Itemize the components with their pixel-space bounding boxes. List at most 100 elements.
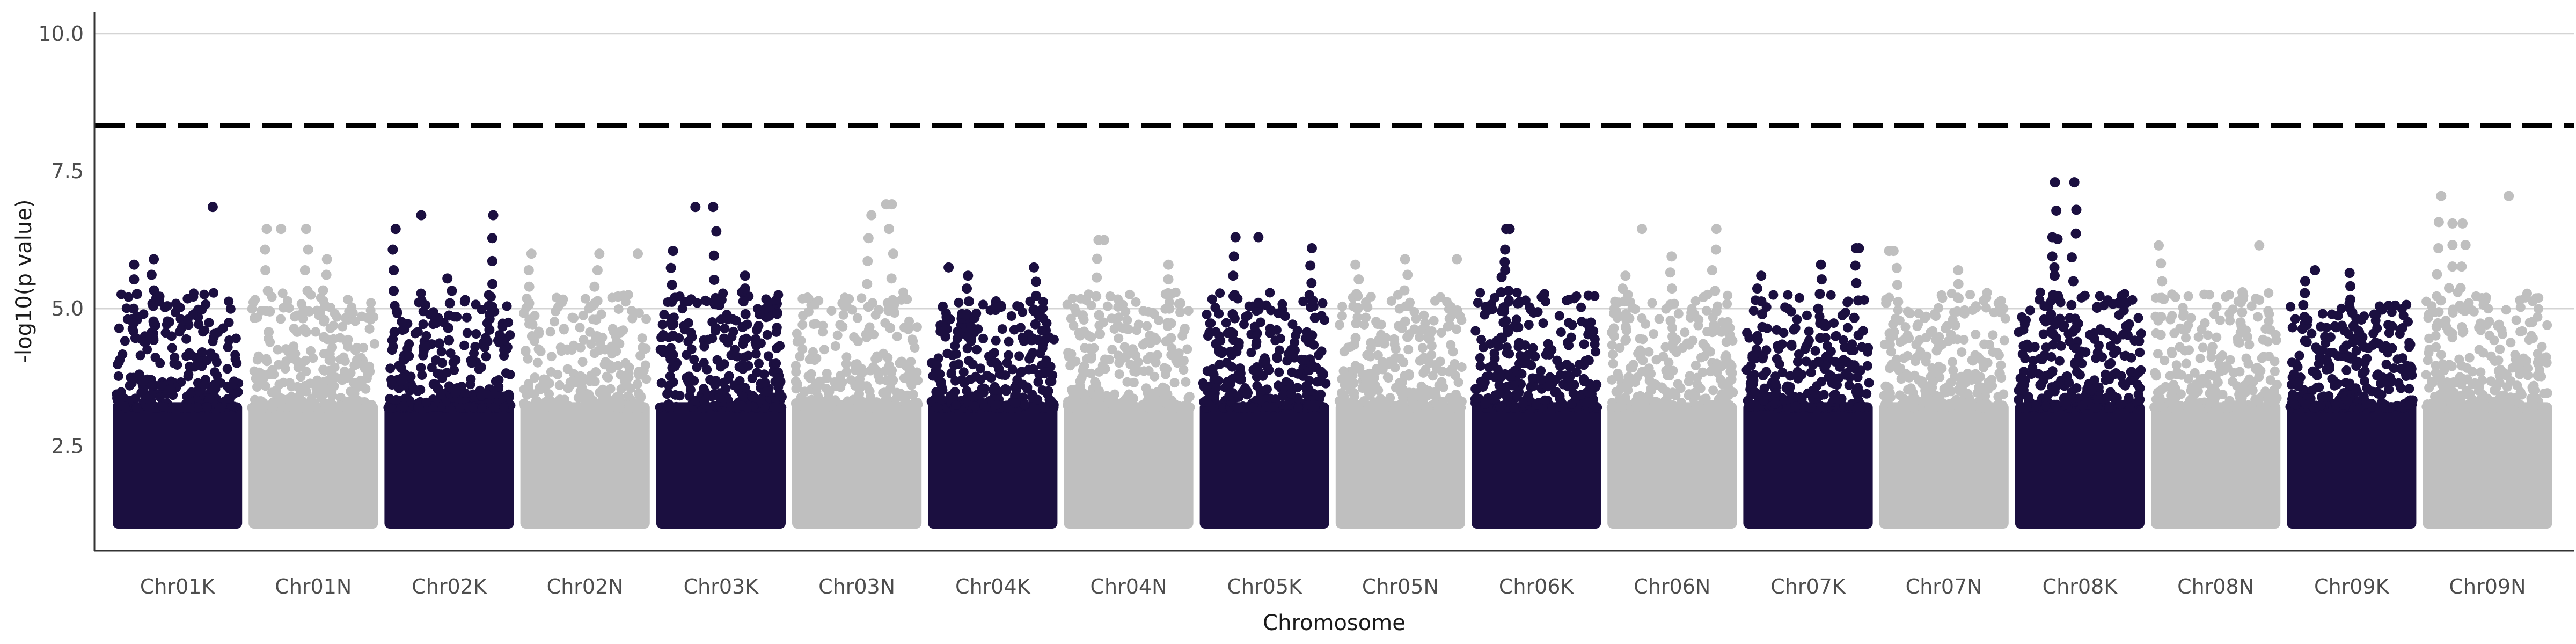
data-point <box>321 254 332 265</box>
data-point <box>2524 318 2535 328</box>
data-point <box>387 244 398 255</box>
data-point <box>156 380 166 391</box>
data-point <box>1046 396 1056 406</box>
data-point <box>848 394 859 405</box>
data-point <box>990 302 1000 312</box>
data-point <box>301 367 311 377</box>
data-point <box>1309 340 1319 350</box>
data-point <box>1215 288 1225 298</box>
data-point <box>1367 370 1377 380</box>
data-point <box>1426 341 1437 351</box>
data-point <box>2047 366 2058 376</box>
data-point <box>1027 333 1038 344</box>
data-point <box>1815 318 1826 329</box>
data-point <box>400 324 410 334</box>
data-point <box>121 303 131 313</box>
data-point <box>627 313 638 324</box>
data-point <box>1293 393 1303 403</box>
data-point <box>442 368 452 378</box>
data-point <box>1037 343 1048 353</box>
data-point <box>1890 313 1901 324</box>
data-point <box>2468 367 2478 377</box>
data-point <box>1926 327 1936 338</box>
data-point <box>886 273 897 284</box>
data-point <box>751 349 761 359</box>
data-point <box>1174 348 1184 358</box>
data-point <box>1489 292 1499 303</box>
data-point <box>540 397 551 407</box>
data-point <box>1670 402 1680 413</box>
data-point <box>319 349 329 359</box>
data-point <box>1993 399 2003 409</box>
data-point <box>1684 389 1694 399</box>
data-point <box>1228 328 1239 339</box>
data-point <box>272 389 282 399</box>
data-point <box>1395 353 1405 363</box>
data-point <box>928 371 938 381</box>
data-point <box>2383 348 2393 358</box>
data-point <box>545 327 555 337</box>
data-point <box>383 402 393 413</box>
data-point <box>484 290 494 300</box>
data-point <box>1723 317 1733 327</box>
data-point <box>174 327 185 337</box>
data-point <box>2294 377 2304 387</box>
data-point <box>1496 287 1506 297</box>
data-point <box>214 402 224 413</box>
data-point <box>2258 352 2268 362</box>
data-point <box>2287 323 2297 333</box>
data-point <box>2495 344 2505 354</box>
data-point <box>1094 310 1104 320</box>
data-point <box>2048 340 2058 350</box>
data-point <box>636 402 647 413</box>
data-point <box>1843 296 1853 306</box>
data-point <box>1950 320 1960 331</box>
data-point <box>913 399 923 409</box>
data-point <box>1707 265 1717 276</box>
data-point <box>416 210 427 221</box>
data-point <box>2476 367 2486 377</box>
data-point <box>1292 383 1302 393</box>
data-point <box>840 292 850 303</box>
data-point <box>1119 342 1130 352</box>
data-point <box>318 285 328 296</box>
data-point <box>1138 340 1148 350</box>
data-point <box>421 331 431 341</box>
data-point <box>319 332 330 342</box>
data-point <box>585 376 595 386</box>
data-point <box>2448 402 2458 413</box>
data-point <box>743 361 753 371</box>
data-point <box>2294 350 2304 361</box>
data-point <box>1710 244 1721 255</box>
data-point <box>889 308 899 318</box>
data-point <box>2432 269 2442 280</box>
data-point <box>524 281 535 292</box>
data-point <box>155 392 165 402</box>
data-point <box>186 387 196 397</box>
data-point <box>2447 240 2458 251</box>
data-point <box>2263 306 2273 316</box>
data-point <box>281 356 291 367</box>
data-point <box>1715 374 1725 384</box>
data-point <box>1014 351 1024 361</box>
data-point <box>2156 258 2167 269</box>
data-point <box>1667 331 1678 342</box>
data-point <box>1958 402 1968 413</box>
data-point <box>2346 354 2356 364</box>
data-point <box>546 352 557 362</box>
data-point <box>1785 371 1795 381</box>
data-point <box>112 389 122 399</box>
data-point <box>1207 294 1217 304</box>
data-point <box>1483 305 1494 316</box>
data-point <box>1787 339 1797 349</box>
data-point <box>1030 276 1041 287</box>
data-point <box>2312 383 2322 393</box>
data-point <box>763 351 773 361</box>
data-point <box>2477 375 2487 385</box>
data-point <box>136 387 147 398</box>
data-point <box>1305 260 1316 271</box>
data-point <box>773 373 783 383</box>
data-point <box>708 250 719 261</box>
data-point <box>1571 367 1582 377</box>
data-point <box>129 274 140 285</box>
